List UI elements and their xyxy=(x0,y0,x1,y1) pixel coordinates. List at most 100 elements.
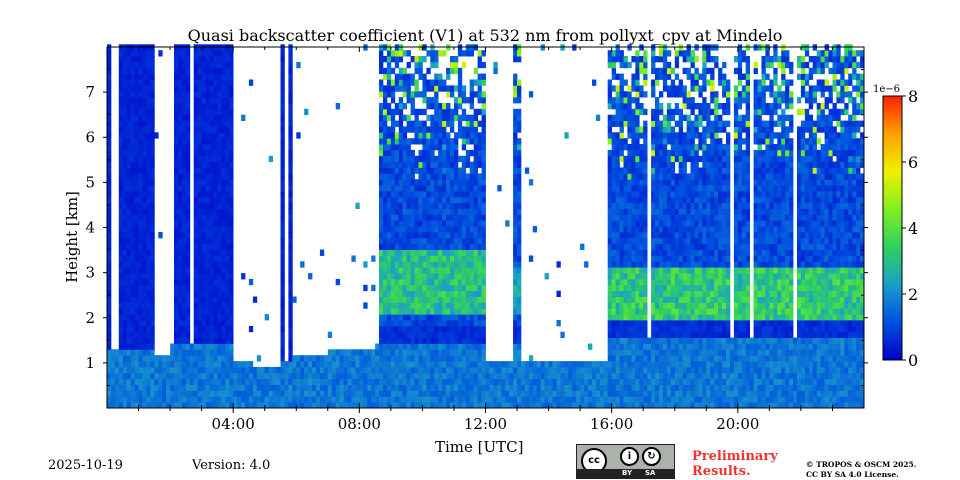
heatmap-cell xyxy=(288,103,293,110)
heatmap-cell xyxy=(469,372,474,380)
heatmap-cell xyxy=(418,325,423,333)
heatmap-cell xyxy=(394,396,400,403)
heatmap-cell xyxy=(670,155,676,163)
heatmap-cell xyxy=(659,185,664,192)
heatmap-cell xyxy=(461,261,467,268)
heatmap-cell xyxy=(205,243,210,250)
heatmap-cell xyxy=(201,108,206,116)
heatmap-cell xyxy=(481,138,486,145)
heatmap-cell xyxy=(674,120,680,127)
heatmap-cell xyxy=(280,91,285,98)
heatmap-cell xyxy=(477,120,482,127)
heatmap-cell xyxy=(410,372,415,380)
heatmap-cell xyxy=(118,290,124,297)
heatmap-cell xyxy=(229,402,234,409)
heatmap-cell xyxy=(659,278,664,286)
heatmap-cell xyxy=(513,79,518,86)
heatmap-cell xyxy=(122,149,128,157)
heatmap-cell xyxy=(651,320,656,327)
heatmap-cell xyxy=(383,273,388,280)
heatmap-cell xyxy=(402,196,407,204)
heatmap-cell xyxy=(304,372,309,380)
heatmap-cell xyxy=(280,167,285,174)
heatmap-cell xyxy=(454,179,459,186)
heatmap-cell xyxy=(316,355,321,362)
heatmap-cell xyxy=(631,214,636,221)
heatmap-cell xyxy=(406,179,411,186)
heatmap-cell xyxy=(595,114,601,121)
heatmap-cell xyxy=(643,50,648,57)
heatmap-cell xyxy=(473,402,478,409)
heatmap-cell xyxy=(659,243,664,250)
heatmap-cell xyxy=(205,103,210,110)
heatmap-cell xyxy=(588,366,593,374)
heatmap-cell xyxy=(592,378,597,385)
heatmap-cell xyxy=(670,267,676,274)
heatmap-cell xyxy=(398,284,404,292)
heatmap-cell xyxy=(217,114,222,121)
heatmap-cell xyxy=(469,284,474,292)
heatmap-cell xyxy=(217,243,222,250)
heatmap-cell xyxy=(552,402,557,409)
heatmap-cell xyxy=(599,378,605,385)
heatmap-cell xyxy=(659,273,664,280)
heatmap-cell xyxy=(659,120,664,127)
heatmap-cell xyxy=(659,138,664,145)
heatmap-cell xyxy=(383,185,388,192)
heatmap-cell xyxy=(134,378,139,385)
heatmap-cell xyxy=(674,273,680,280)
heatmap-cell xyxy=(643,144,648,151)
heatmap-cell xyxy=(477,361,482,368)
heatmap-cell xyxy=(666,302,672,309)
heatmap-cell xyxy=(209,220,214,227)
heatmap-cell xyxy=(678,85,683,92)
heatmap-cell xyxy=(146,56,151,63)
heatmap-cell xyxy=(398,361,404,368)
heatmap-cell xyxy=(414,296,419,303)
heatmap-cell xyxy=(446,85,451,92)
heatmap-cell xyxy=(418,384,423,391)
heatmap-cell xyxy=(414,261,419,268)
heatmap-cell xyxy=(118,126,124,133)
heatmap-cell xyxy=(457,103,463,110)
heatmap-cell xyxy=(627,296,632,303)
heatmap-cell xyxy=(627,366,632,374)
heatmap-cell xyxy=(655,237,660,245)
heatmap-cell xyxy=(237,361,242,368)
heatmap-cell xyxy=(469,361,474,368)
heatmap-cell xyxy=(469,243,474,250)
heatmap-cell xyxy=(655,290,660,297)
heatmap-cell xyxy=(655,255,660,262)
heatmap-cell xyxy=(517,372,522,380)
heatmap-cell xyxy=(126,314,131,321)
heatmap-cell xyxy=(615,232,620,239)
heatmap-cell xyxy=(426,185,431,192)
heatmap-cell xyxy=(461,366,467,374)
heatmap-cell xyxy=(371,255,376,262)
heatmap-cell xyxy=(481,402,486,409)
heatmap-cell xyxy=(517,114,522,121)
heatmap-cell xyxy=(473,144,478,151)
heatmap-cell xyxy=(627,103,632,110)
heatmap-cell xyxy=(438,237,443,245)
heatmap-cell xyxy=(517,108,522,116)
heatmap-cell xyxy=(655,337,660,344)
heatmap-cell xyxy=(517,185,522,192)
heatmap-cell xyxy=(201,267,206,274)
heatmap-cell xyxy=(635,320,640,327)
heatmap-cell xyxy=(623,267,628,274)
heatmap-cell xyxy=(619,73,624,80)
heatmap-cell xyxy=(386,255,392,262)
heatmap-cell xyxy=(379,237,384,245)
heatmap-cell xyxy=(178,273,183,280)
heatmap-cell xyxy=(651,132,656,139)
heatmap-cell xyxy=(107,155,112,163)
heatmap-cell xyxy=(674,73,680,80)
heatmap-cell xyxy=(662,232,668,239)
heatmap-cell xyxy=(414,308,419,315)
heatmap-cell xyxy=(379,372,384,380)
heatmap-cell xyxy=(126,402,131,409)
heatmap-cell xyxy=(280,202,285,209)
heatmap-cell xyxy=(670,296,676,303)
heatmap-cell xyxy=(331,396,336,403)
